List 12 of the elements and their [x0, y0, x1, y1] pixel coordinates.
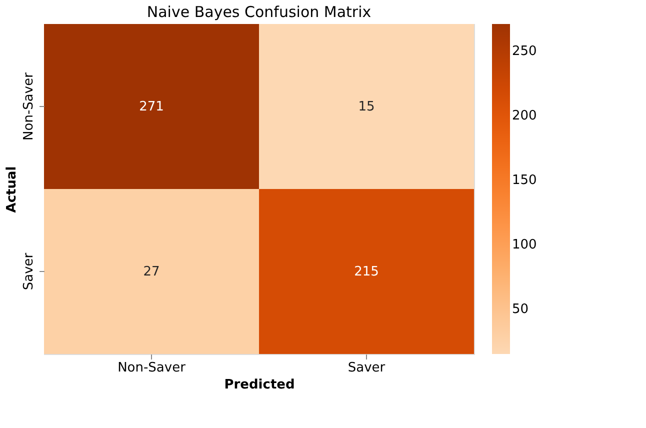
chart-title: Naive Bayes Confusion Matrix: [146, 3, 372, 21]
color-bar-label: 150: [512, 172, 537, 188]
data-label: 27: [143, 264, 160, 280]
color-bar-label: 50: [512, 302, 529, 317]
data-label: 215: [354, 264, 379, 280]
y-axis-title: Actual: [4, 166, 20, 213]
color-bar-label: 250: [512, 44, 537, 60]
x-axis-title: Predicted: [224, 378, 295, 392]
color-bar-label: 200: [512, 108, 537, 124]
data-label: 15: [358, 100, 375, 114]
color-bar-label: 100: [512, 237, 537, 252]
data-label: 271: [139, 100, 164, 114]
